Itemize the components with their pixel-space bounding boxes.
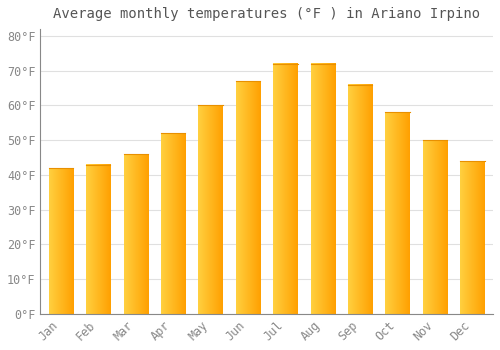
Title: Average monthly temperatures (°F ) in Ariano Irpino: Average monthly temperatures (°F ) in Ar… (53, 7, 480, 21)
